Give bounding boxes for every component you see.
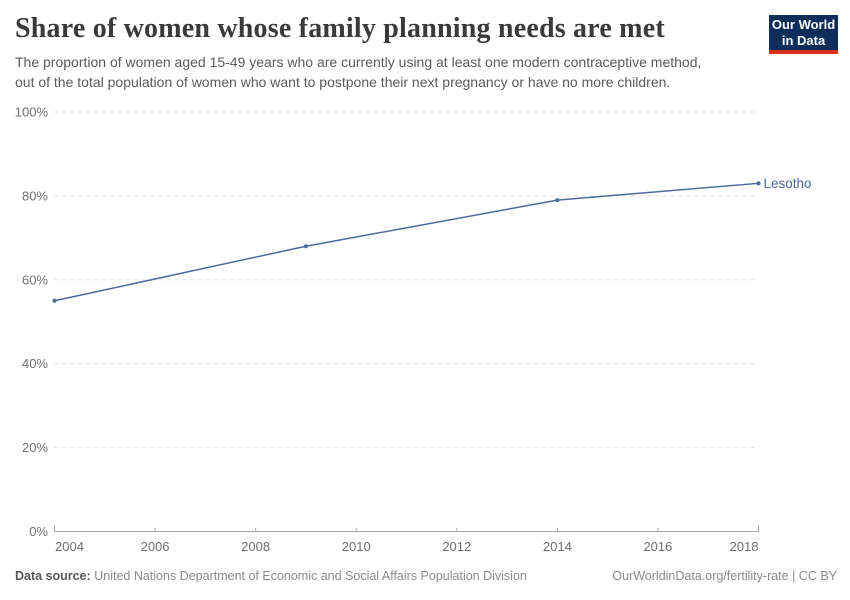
x-tick-label: 2006: [141, 539, 170, 554]
owid-logo-line-2: in Data: [781, 33, 826, 48]
credit-link[interactable]: OurWorldinData.org/fertility-rate | CC B…: [612, 569, 837, 583]
data-source: Data source: United Nations Department o…: [15, 568, 527, 584]
data-point-marker[interactable]: [756, 181, 761, 186]
series-end-label[interactable]: Lesotho: [764, 176, 812, 191]
trend-line: [54, 182, 759, 302]
data-point-marker[interactable]: [52, 298, 57, 303]
y-tick-label: 40%: [22, 356, 48, 371]
x-tick-label: 2012: [442, 539, 471, 554]
data-source-text: United Nations Department of Economic an…: [94, 569, 527, 583]
x-tick-label: 2008: [241, 539, 270, 554]
y-tick-label: 0%: [29, 524, 48, 539]
y-tick-label: 20%: [22, 440, 48, 455]
data-point-marker[interactable]: [303, 244, 308, 249]
page-title: Share of women whose family planning nee…: [15, 13, 665, 44]
x-tick-label: 2010: [342, 539, 371, 554]
y-tick-label: 60%: [22, 272, 48, 287]
chart-footer: Data source: United Nations Department o…: [15, 568, 837, 584]
y-tick-label: 80%: [22, 188, 48, 203]
x-tick-label: 2016: [643, 539, 672, 554]
owid-logo-line-1: Our World: [771, 17, 836, 32]
subtitle-line-2: out of the total population of women who…: [15, 74, 671, 90]
owid-logo[interactable]: Our World in Data: [769, 15, 838, 54]
x-tick-label: 2004: [55, 539, 84, 554]
subtitle-line-1: The proportion of women aged 15-49 years…: [15, 54, 702, 70]
chart-header: Share of women whose family planning nee…: [15, 14, 701, 92]
data-point-marker[interactable]: [555, 198, 560, 203]
x-tick-label: 2014: [543, 539, 572, 554]
x-tick-label: 2018: [730, 539, 759, 554]
chart-subtitle: The proportion of women aged 15-49 years…: [15, 52, 701, 92]
data-source-label: Data source:: [15, 569, 91, 583]
y-tick-label: 100%: [15, 105, 49, 120]
